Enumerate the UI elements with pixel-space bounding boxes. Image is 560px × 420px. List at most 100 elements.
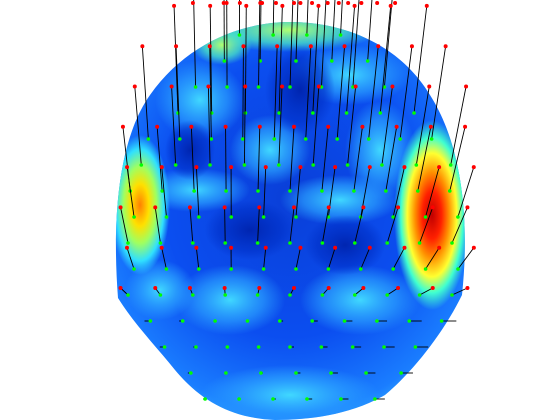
sensor-tip-marker [353,84,358,89]
sensor-tip-marker [326,124,331,129]
sensor-base-marker [224,189,228,193]
sensor-base-marker [320,293,325,297]
sensor-tip-marker [229,245,234,250]
sensor-stick [415,86,430,166]
sensor-tip-marker [140,44,145,49]
sensor-base-marker [288,241,292,245]
sensor-stick [257,126,261,192]
sensor-tip-marker [280,3,285,8]
sensor-base-marker [294,371,298,375]
sensor-stick [289,126,295,192]
sensor-tip-marker [471,165,476,170]
sensor-stick [451,287,468,296]
sensor-tip-marker [275,44,280,49]
sensor-base-marker [412,111,416,115]
sensor-base-marker [132,267,136,271]
sensor-base-marker [294,59,298,63]
sensor-base-marker [191,293,195,297]
sensor-base-marker [305,33,309,37]
sensor-stick [451,207,468,244]
sensor-base-marker [222,59,227,63]
sensor-stick [386,287,399,296]
sensor-stick [225,126,227,192]
sensor-base-marker [126,241,130,245]
sensor-tip-marker [367,245,372,250]
sensor-stick [273,46,278,140]
sensor-stick [367,0,373,62]
sensor-stick [258,0,261,88]
sensor-tip-marker [174,44,179,49]
sensor-base-marker [319,345,324,349]
sensor-tip-marker [222,205,227,210]
sensor-base-marker [288,345,292,349]
sensor-stick [399,46,413,140]
sensor-tip-marker [206,84,211,89]
sensor-base-marker [384,189,388,193]
sensor-tip-marker [310,1,315,5]
sensor-tip-marker [159,245,164,250]
sensor-tip-marker [402,245,407,250]
sensor-base-marker [261,267,266,271]
sensor-base-marker [277,111,281,115]
sensor-tip-marker [208,3,213,8]
sensor-base-marker [365,59,370,63]
sensor-stick [392,167,405,218]
sensor-tip-marker [194,165,199,170]
sensor-stick [457,247,475,270]
sensor-base-marker [364,371,368,375]
sensor-stick [417,126,432,192]
sensor-tip-marker [367,165,372,170]
sensor-tip-marker [463,124,468,129]
sensor-base-marker [192,189,196,193]
sensor-base-marker [223,241,227,245]
sensor-base-marker [255,293,260,297]
sensor-tip-marker [465,286,470,290]
sensor-stick [134,86,142,166]
sensor-base-marker [259,371,263,375]
sensor-stick [195,167,200,218]
sensor-tip-marker [189,124,194,129]
sensor-base-marker [417,293,422,297]
sensor-base-marker [139,163,144,167]
sensor-tip-marker [159,165,164,170]
sensor-stick [346,5,356,114]
sensor-stick [278,86,283,166]
sensor-tip-marker [308,44,313,49]
sensor-tip-marker [257,205,262,210]
sensor-stick [272,0,275,36]
sensor-base-marker [326,267,331,271]
sensor-base-marker [209,137,214,141]
sensor-base-marker [382,345,386,349]
sensor-stick [431,46,447,140]
sensor-tip-marker [393,1,398,5]
sensor-base-marker [272,137,277,141]
sensor-tip-marker [346,1,351,5]
sensor-tip-marker [375,1,380,5]
sensor-base-marker [237,397,241,401]
sensor-base-marker [225,85,229,89]
sensor-stick [425,166,440,218]
sensor-tip-marker [326,205,331,210]
sensor-base-marker [203,397,207,401]
sensor-base-marker [456,215,460,219]
sensor-stick [190,126,195,192]
sensor-base-marker [288,85,292,89]
sensor-base-marker [359,267,363,271]
sensor-base-marker [178,137,182,141]
sensor-base-marker [229,267,233,271]
sensor-base-marker [193,85,198,89]
sensor-base-marker [277,163,281,167]
sensor-tip-marker [221,1,226,5]
sensor-tip-marker [263,245,268,250]
sensor-tip-marker [172,3,177,8]
sensor-base-marker [197,215,201,219]
sensor-tip-marker [361,205,366,210]
sensor-base-marker [311,111,315,115]
sensor-base-marker [320,241,325,245]
sensor-base-marker [162,345,167,349]
sensor-tip-marker [396,205,401,210]
sensor-tip-marker [118,205,123,210]
sensor-base-marker [450,241,454,245]
sensor-tip-marker [465,205,470,210]
sensor-stick [289,207,295,244]
